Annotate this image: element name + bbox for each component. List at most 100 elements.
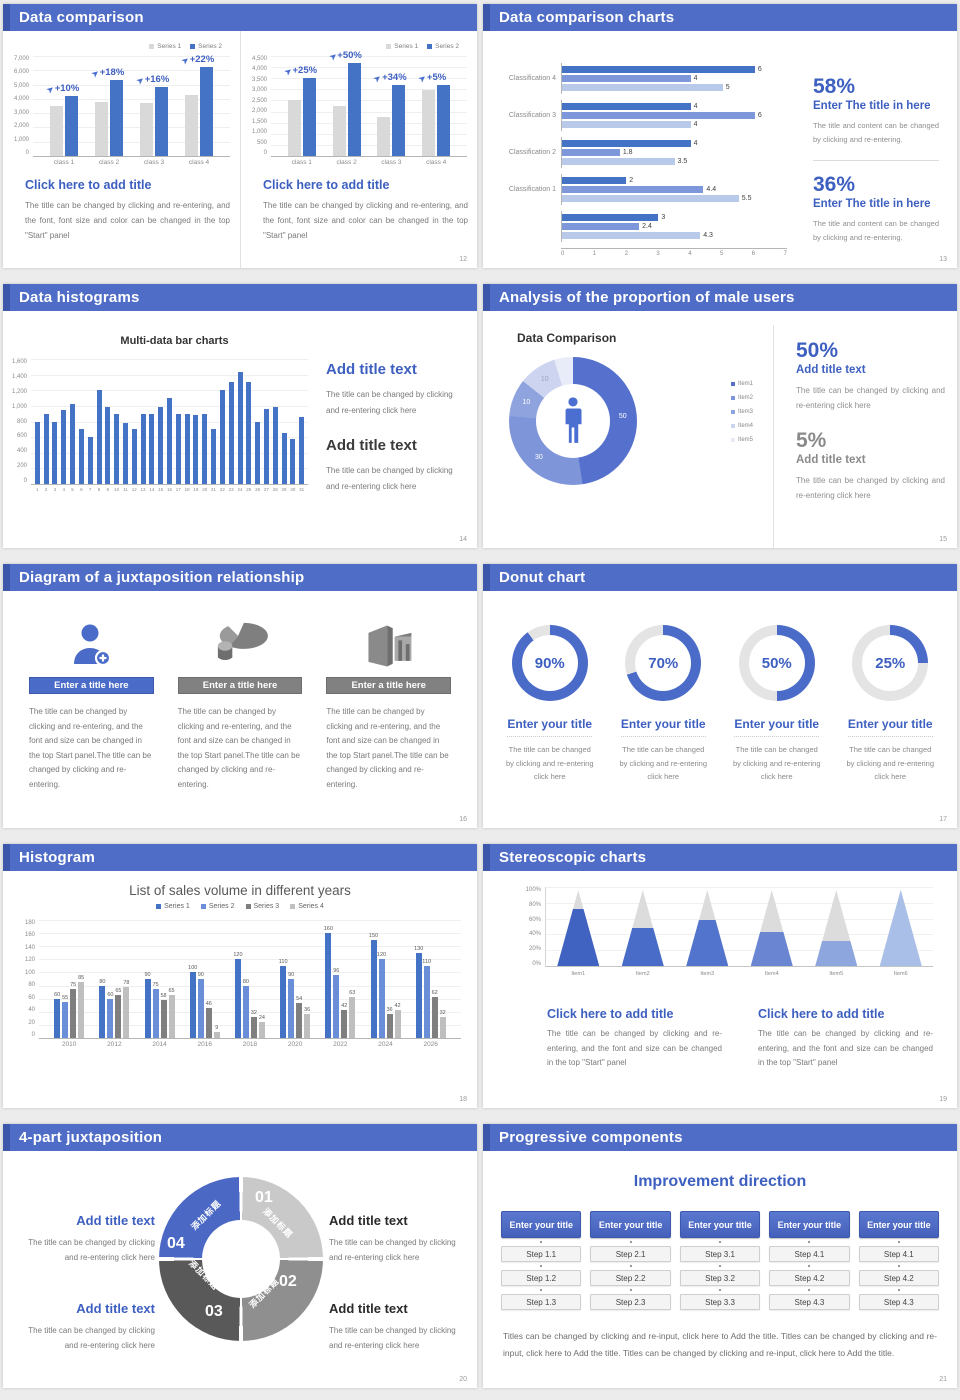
bar-group: 90 75 58 65 2014 bbox=[145, 920, 175, 1048]
bar: 60 bbox=[54, 992, 60, 1038]
bar: ➤ +18% bbox=[90, 67, 124, 156]
bar-group: 1 bbox=[34, 359, 40, 492]
bar-value-label: 36 bbox=[386, 1007, 393, 1014]
column-header-button: Enter your title bbox=[590, 1211, 671, 1238]
gridline bbox=[31, 374, 308, 376]
column-header-button: Enter your title bbox=[679, 1211, 761, 1238]
ring-value: 70% bbox=[635, 635, 692, 691]
donut-title: Enter your title bbox=[507, 717, 593, 737]
slide-4-part-juxtaposition[interactable]: 4-part juxtaposition 01 02 03 04 添加标题 添加… bbox=[3, 1124, 477, 1388]
bar-value-label: 55 bbox=[62, 994, 69, 1001]
value-label: 4.3 bbox=[703, 232, 713, 239]
stat-value: 58% bbox=[813, 75, 856, 98]
bar-value-label: 63 bbox=[349, 989, 356, 996]
cone-series: Item1 Item2 Item3 Item4 Item5 Item6 bbox=[545, 887, 933, 977]
step-box: Step 1.1 bbox=[501, 1246, 582, 1262]
slide-header: Histogram bbox=[3, 844, 477, 871]
bar-value-label: 110 bbox=[278, 958, 288, 965]
x-axis-label: class 2 bbox=[98, 159, 120, 166]
bar-value-label: 150 bbox=[368, 932, 379, 939]
step-box: Step 3.1 bbox=[679, 1246, 761, 1262]
legend-item: Item4 bbox=[730, 423, 753, 429]
bar-group: ➤ +22% class 4 bbox=[180, 54, 214, 166]
y-tick: 4,500 bbox=[251, 56, 267, 62]
category-group: Classification 2 4 1.8 3.5 bbox=[487, 137, 787, 168]
slide-stereoscopic-charts[interactable]: Stereoscopic charts 100% 80% 60% 40% 20% 0% I… bbox=[483, 844, 957, 1108]
bar-group: 13 bbox=[141, 359, 146, 492]
x-axis-label: 2022 bbox=[333, 1041, 348, 1048]
slide-progressive-components[interactable]: Progressive components Improvement direc… bbox=[483, 1124, 957, 1388]
bar bbox=[105, 407, 111, 484]
bar-value-label: 54 bbox=[296, 995, 303, 1002]
bar-value-label: 58 bbox=[160, 992, 167, 999]
x-axis-label: 18 bbox=[184, 487, 190, 492]
donut-body: The title can be changed by clicking and… bbox=[619, 745, 708, 781]
bar bbox=[332, 106, 346, 156]
growth-label: ➤ +50% bbox=[327, 49, 362, 62]
x-axis-label: 31 bbox=[299, 487, 305, 492]
gridline bbox=[271, 122, 467, 124]
bar-value-label: 80 bbox=[99, 978, 106, 985]
slide-male-users-proportion[interactable]: Analysis of the proportion of male users… bbox=[483, 284, 957, 548]
bar-line: 4 bbox=[562, 75, 787, 82]
legend-swatch bbox=[730, 410, 735, 414]
slide-data-histograms[interactable]: Data histograms Multi-data bar charts 1,… bbox=[3, 284, 477, 548]
bar-group: ➤ +50% class 2 bbox=[327, 50, 361, 166]
bar-value-label: 75 bbox=[152, 981, 159, 988]
step-box: Step 1.3 bbox=[501, 1294, 582, 1310]
slide-histogram[interactable]: Histogram List of sales volume in differ… bbox=[3, 844, 477, 1108]
bar-value-label: 120 bbox=[376, 952, 387, 959]
y-tick: 600 bbox=[16, 433, 27, 440]
gridline bbox=[39, 959, 461, 961]
slide-data-comparison[interactable]: Data comparison Series 1 Series 2 7,000 6… bbox=[3, 4, 477, 268]
bar-value-label: 90 bbox=[288, 972, 295, 978]
y-tick: 20% bbox=[528, 946, 541, 953]
cone-item: Item5 bbox=[804, 887, 869, 977]
step-column: Enter your title Step 2.1 Step 2.2 Step 2.3 bbox=[590, 1211, 671, 1310]
step-column: Enter your title Step 4.1 Step 4.2 Step 4.3 bbox=[769, 1211, 850, 1310]
cone-fill bbox=[879, 890, 922, 966]
gridline bbox=[33, 56, 230, 57]
bar-group: 20 bbox=[202, 359, 207, 492]
bar bbox=[299, 416, 305, 484]
bar-group: 130 110 62 32 2026 bbox=[414, 920, 446, 1048]
gridline bbox=[31, 359, 308, 360]
x-tick: 2 bbox=[624, 251, 628, 257]
arrow-up-icon: ➤ bbox=[179, 55, 191, 67]
bar-group: 12 bbox=[132, 359, 137, 492]
y-tick: 60% bbox=[528, 916, 541, 923]
text-column: Add title text The title can be changed … bbox=[308, 327, 474, 513]
legend-swatch bbox=[730, 396, 735, 400]
value-label: 5 bbox=[725, 84, 730, 91]
slide-donut-chart[interactable]: Donut chart 90% Enter your title The tit… bbox=[483, 564, 957, 828]
legend-label: Item4 bbox=[737, 423, 753, 429]
text-block: Add title text The title can be changed … bbox=[17, 1213, 155, 1265]
bar bbox=[562, 121, 691, 128]
value-label: 4 bbox=[693, 121, 698, 128]
bar bbox=[562, 149, 620, 156]
bar: 46 bbox=[206, 1001, 212, 1038]
legend-swatch bbox=[290, 904, 296, 909]
slide-header: Progressive components bbox=[483, 1124, 957, 1151]
bar-group: 150 120 36 42 2024 bbox=[368, 920, 401, 1048]
slide-juxtaposition-diagram[interactable]: Diagram of a juxtaposition relationship … bbox=[3, 564, 477, 828]
legend-swatch bbox=[730, 382, 735, 386]
bar-value-label: 110 bbox=[422, 958, 432, 965]
stat-body: The title and content can be changed by … bbox=[813, 121, 939, 144]
legend-label: Series 1 bbox=[164, 903, 190, 910]
x-tick: 3 bbox=[656, 251, 660, 257]
slide-data-comparison-charts[interactable]: Data comparison charts Classification 4 6… bbox=[483, 4, 957, 268]
block-title: Add title text bbox=[329, 1213, 408, 1228]
arrow-up-icon: ➤ bbox=[89, 68, 101, 80]
bar-group: 17 bbox=[176, 359, 181, 492]
slide-content: Classification 4 6 4 5 Classification 3 4 6 4 Cl… bbox=[483, 31, 957, 268]
stat-title: Enter The title in here bbox=[813, 198, 931, 210]
group-bars: 2 4.4 5.5 bbox=[561, 174, 787, 205]
horizontal-bar-chart: Classification 4 6 4 5 Classification 3 4 6 4 Cl… bbox=[487, 63, 787, 268]
cone-item: Item2 bbox=[611, 887, 676, 977]
x-axis-label: 3 bbox=[53, 487, 57, 492]
step-column: Enter your title Step 4.1 Step 4.2 Step 4.3 bbox=[858, 1211, 940, 1310]
x-axis-label: 12 bbox=[131, 487, 137, 492]
legend-label: Item2 bbox=[737, 395, 753, 401]
gridline bbox=[39, 972, 461, 974]
